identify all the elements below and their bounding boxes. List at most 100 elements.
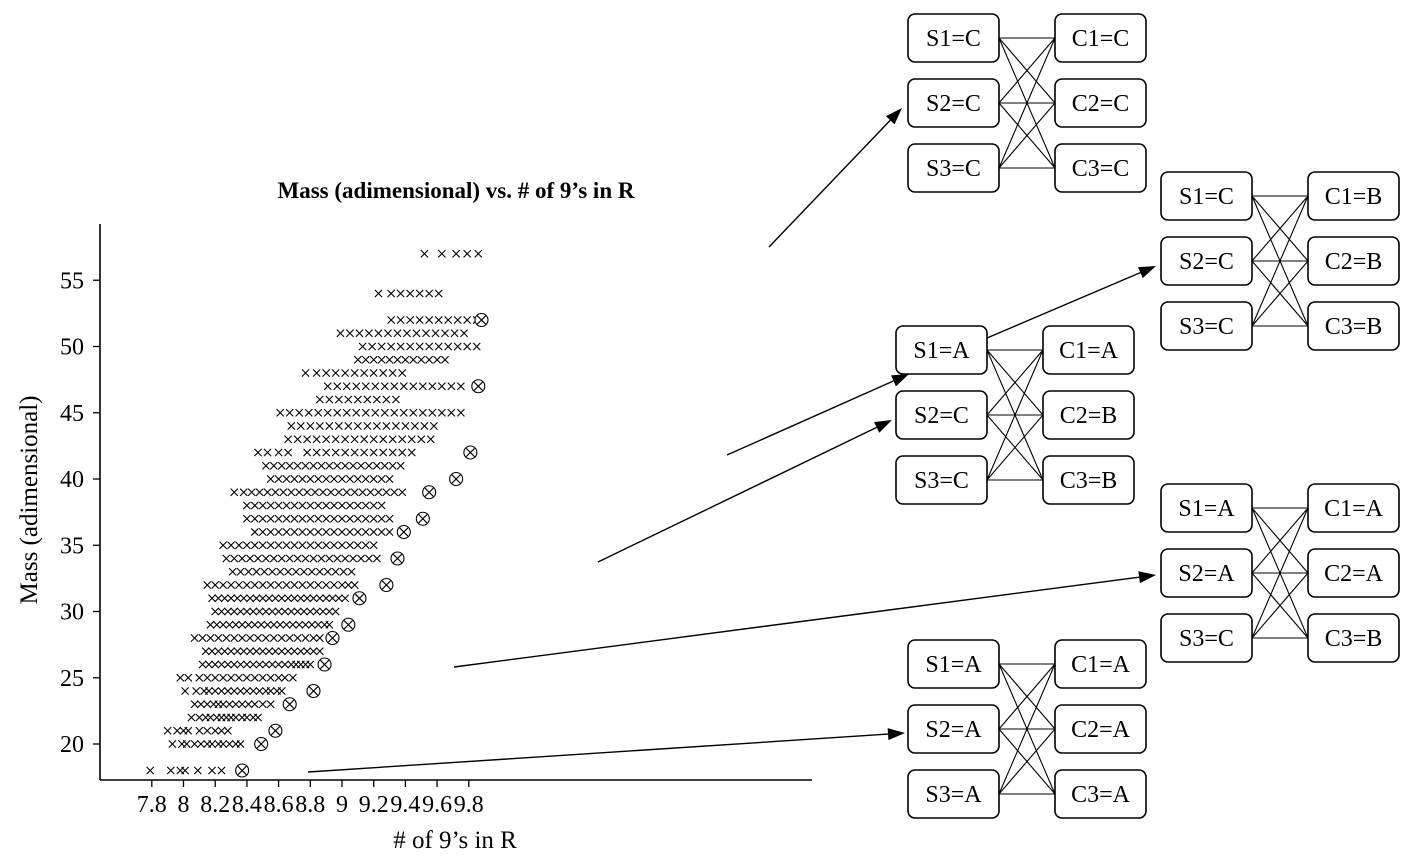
x-marker bbox=[322, 541, 331, 550]
x-marker bbox=[236, 687, 245, 695]
x-marker bbox=[269, 461, 278, 470]
x-marker bbox=[353, 422, 362, 430]
x-marker bbox=[353, 528, 362, 536]
x-marker bbox=[242, 514, 251, 523]
x-marker bbox=[406, 316, 415, 324]
x-marker bbox=[250, 700, 259, 709]
channel-box-label: C2=A bbox=[1071, 717, 1131, 743]
x-marker bbox=[312, 435, 321, 444]
x-marker bbox=[326, 488, 335, 497]
channel-box-label: C2=C bbox=[1072, 91, 1130, 117]
x-marker bbox=[246, 634, 255, 642]
x-marker bbox=[333, 408, 342, 417]
x-marker bbox=[234, 541, 243, 550]
x-marker bbox=[244, 567, 253, 576]
x-marker bbox=[315, 647, 324, 656]
x-marker bbox=[225, 740, 234, 748]
x-marker bbox=[456, 382, 465, 391]
x-ticks: 7.8 8 8.2 8.4 8.6 8.8 9 9.2 9.4 9.6 9.8 bbox=[137, 780, 484, 818]
x-marker bbox=[288, 620, 297, 629]
connection-line bbox=[998, 102, 1056, 169]
x-marker bbox=[372, 395, 381, 404]
x-marker bbox=[217, 660, 226, 669]
x-marker bbox=[379, 369, 388, 377]
x-marker bbox=[334, 422, 343, 430]
x-tick-label: 8.4 bbox=[232, 792, 262, 818]
x-marker bbox=[303, 594, 312, 603]
x-marker bbox=[393, 329, 402, 338]
x-marker bbox=[219, 541, 228, 550]
x-marker bbox=[219, 740, 228, 748]
x-marker bbox=[409, 355, 418, 364]
state-box-label: S2=A bbox=[925, 717, 982, 743]
x-marker bbox=[249, 687, 258, 695]
x-marker bbox=[334, 488, 343, 497]
x-marker bbox=[258, 514, 267, 523]
x-marker bbox=[358, 488, 367, 497]
x-marker bbox=[341, 369, 350, 377]
x-marker bbox=[252, 567, 261, 576]
x-marker bbox=[350, 435, 359, 444]
x-marker bbox=[146, 766, 155, 775]
x-marker bbox=[269, 554, 278, 563]
x-marker bbox=[399, 382, 408, 391]
x-marker bbox=[287, 488, 296, 497]
channel-box-label: C1=A bbox=[1059, 338, 1119, 364]
y-tick-label: 35 bbox=[60, 533, 84, 559]
x-marker bbox=[290, 514, 299, 523]
channel-box bbox=[1307, 301, 1400, 351]
x-marker bbox=[246, 647, 255, 656]
x-marker bbox=[261, 554, 270, 563]
x-marker bbox=[261, 607, 270, 616]
x-marker bbox=[255, 687, 264, 695]
x-marker bbox=[353, 541, 362, 550]
x-marker bbox=[385, 514, 394, 523]
x-marker bbox=[350, 488, 359, 497]
x-marker bbox=[374, 329, 383, 338]
x-marker bbox=[345, 475, 354, 483]
x-marker bbox=[315, 634, 324, 642]
x-marker bbox=[265, 647, 274, 656]
x-marker bbox=[369, 355, 378, 364]
x-marker bbox=[203, 581, 212, 589]
x-marker bbox=[212, 620, 221, 629]
x-marker bbox=[314, 408, 323, 417]
x-marker bbox=[341, 594, 350, 603]
x-marker bbox=[214, 647, 223, 656]
x-marker bbox=[301, 634, 310, 642]
channel-box bbox=[1054, 78, 1147, 128]
state-box bbox=[907, 704, 1000, 754]
x-marker bbox=[201, 647, 210, 656]
x-marker bbox=[296, 422, 305, 430]
x-marker bbox=[242, 541, 251, 550]
x-marker bbox=[409, 382, 418, 391]
x-tick-label: 8.2 bbox=[200, 792, 230, 818]
x-marker bbox=[290, 528, 299, 536]
x-marker bbox=[472, 342, 481, 351]
channel-box-label: C3=C bbox=[1072, 156, 1130, 182]
x-marker bbox=[460, 329, 469, 338]
x-marker bbox=[206, 620, 215, 629]
x-marker bbox=[277, 687, 286, 695]
channel-box-label: C3=B bbox=[1325, 626, 1383, 652]
x-marker bbox=[420, 249, 429, 258]
y-tick-label: 30 bbox=[60, 600, 84, 626]
x-marker bbox=[250, 581, 259, 589]
x-marker bbox=[208, 594, 217, 603]
x-marker bbox=[301, 461, 310, 470]
x-marker bbox=[225, 700, 234, 709]
diagram: S1=C S2=C S3=C C1=B C2=B C3=B bbox=[1160, 171, 1400, 351]
x-marker bbox=[269, 634, 278, 642]
x-marker bbox=[282, 620, 291, 629]
x-marker bbox=[330, 528, 339, 536]
x-marker bbox=[377, 528, 386, 536]
x-marker bbox=[341, 435, 350, 444]
state-box bbox=[907, 13, 1000, 63]
x-marker bbox=[377, 342, 386, 351]
x-marker bbox=[255, 607, 264, 616]
x-marker bbox=[211, 687, 220, 695]
channel-box bbox=[1042, 455, 1135, 505]
x-marker bbox=[261, 634, 270, 642]
x-marker bbox=[230, 660, 239, 669]
x-marker bbox=[344, 581, 353, 589]
